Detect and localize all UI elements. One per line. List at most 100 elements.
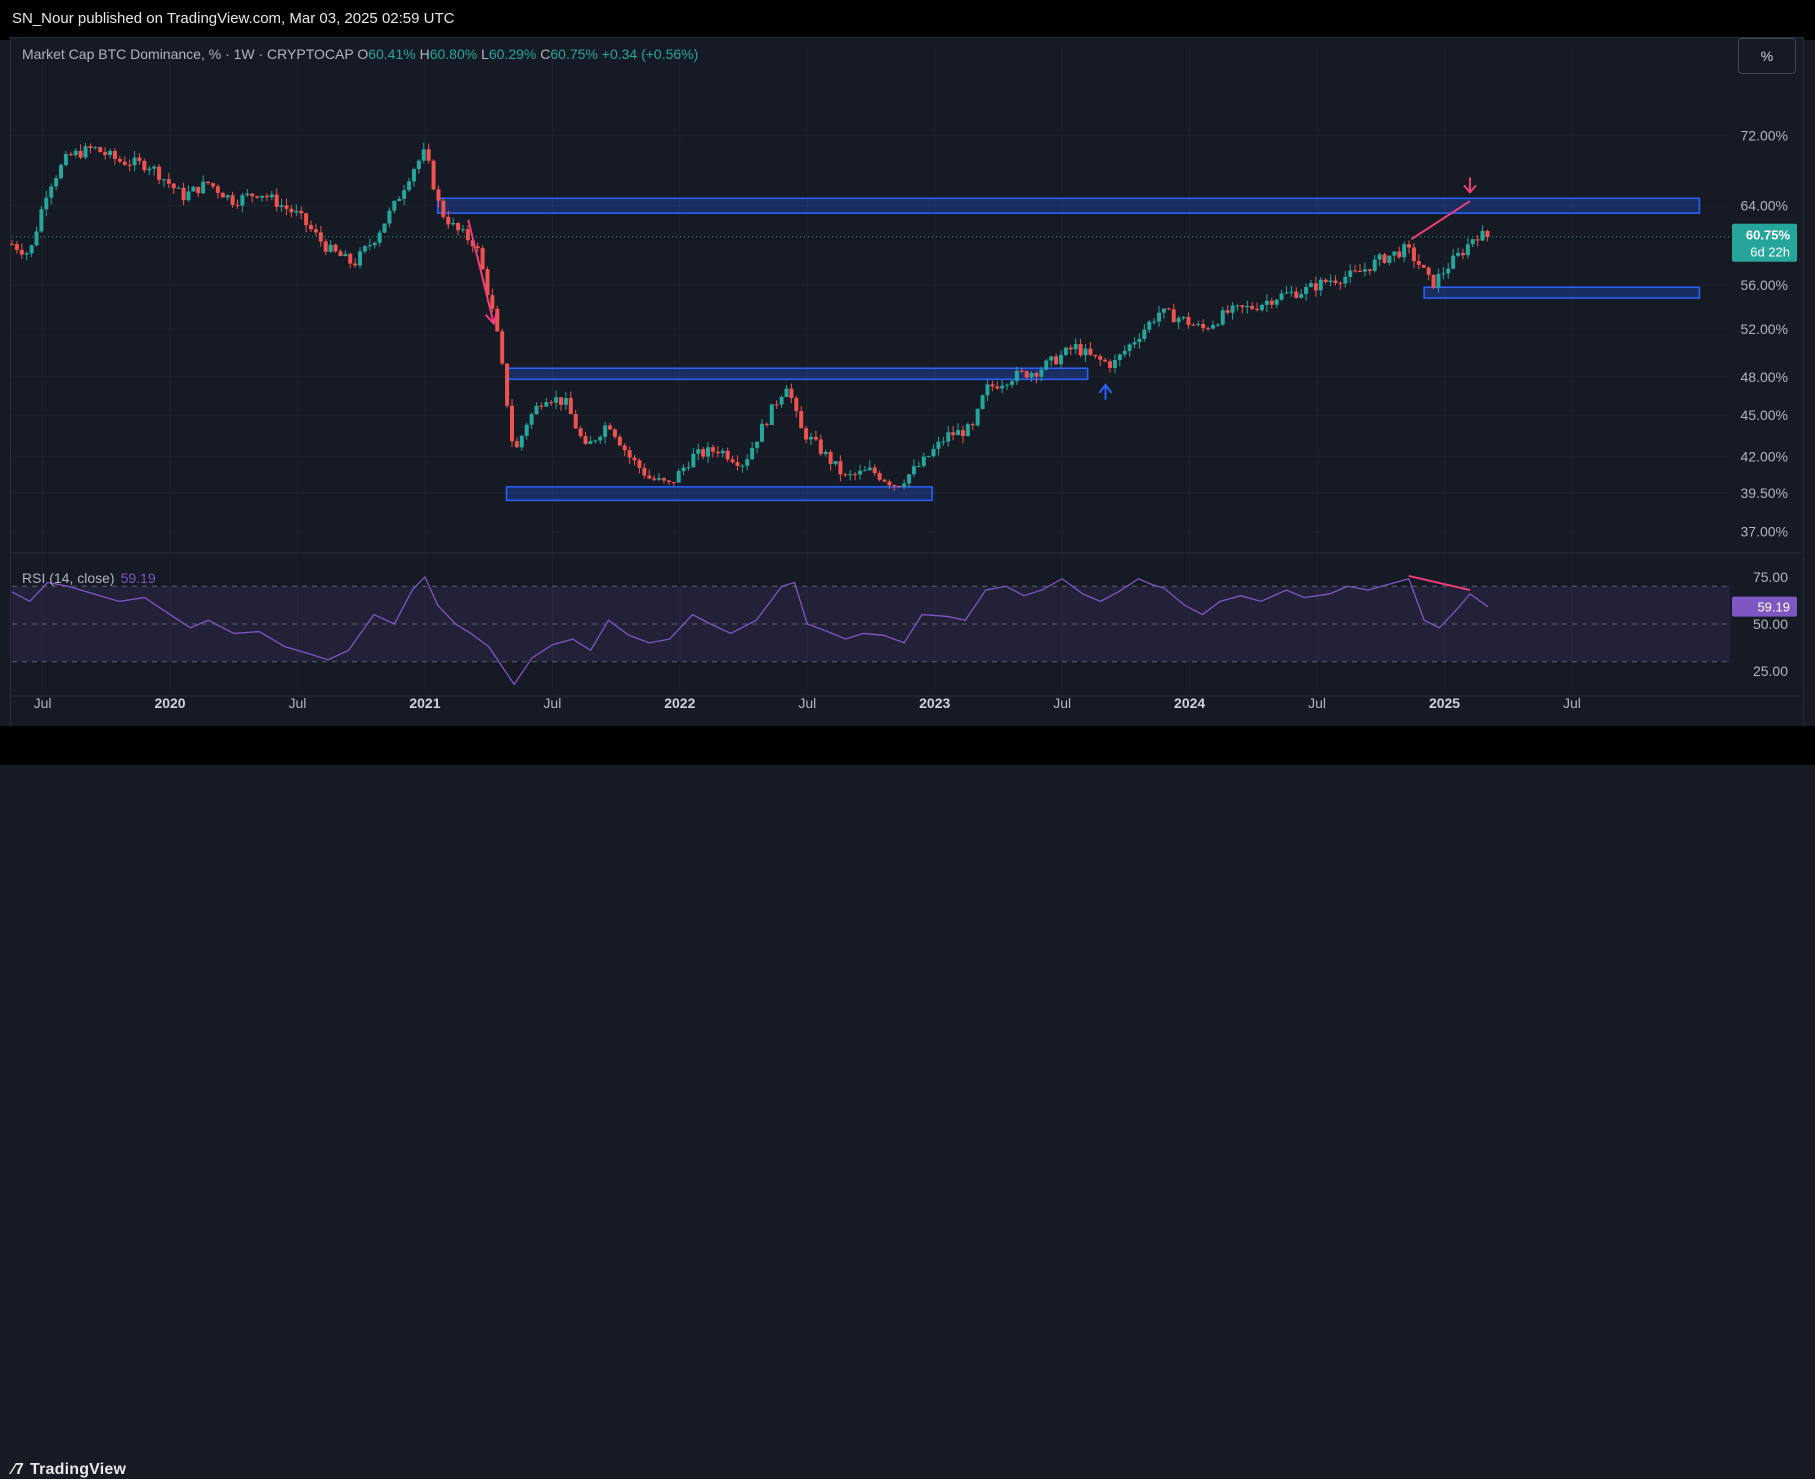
candle-body — [280, 205, 284, 207]
candle-body — [363, 246, 367, 251]
candle-body — [103, 152, 107, 155]
candle-body — [226, 195, 230, 197]
candle-body — [1196, 324, 1200, 325]
candle-body — [1206, 328, 1210, 329]
candle-body — [505, 364, 509, 406]
candle-body — [118, 159, 122, 162]
candle-body — [432, 161, 436, 190]
candle-body — [1353, 270, 1357, 271]
candle-body — [392, 201, 396, 211]
candle-body — [10, 244, 14, 245]
candle-body — [559, 397, 563, 405]
candle-body — [946, 432, 950, 441]
candle-body — [137, 158, 141, 161]
candle-body — [177, 188, 181, 189]
candle-body — [1275, 300, 1279, 305]
percent-scale-button[interactable]: % — [1738, 38, 1796, 74]
candle-body — [1481, 231, 1485, 241]
candle-body — [309, 225, 313, 229]
candle-body — [1260, 305, 1264, 310]
candle-body — [1054, 356, 1058, 364]
x-axis-label: Jul — [1563, 695, 1581, 711]
candle-body — [809, 437, 813, 440]
candle-body — [1069, 348, 1073, 350]
support-resistance-zone — [506, 487, 932, 501]
candle-body — [1309, 283, 1313, 287]
candle-body — [441, 201, 445, 217]
candle-body — [348, 254, 352, 264]
candle-body — [1314, 283, 1318, 290]
candle-body — [1226, 310, 1230, 313]
candle-body — [275, 195, 279, 207]
candle-body — [128, 165, 132, 166]
candle-body — [1422, 265, 1426, 268]
candle-body — [794, 398, 798, 411]
candle-body — [1020, 371, 1024, 372]
candle-body — [211, 183, 215, 186]
candle-body — [1235, 305, 1239, 306]
candle-body — [770, 404, 774, 425]
candle-body — [407, 181, 411, 190]
candle-body — [745, 459, 749, 466]
candle-body — [765, 424, 769, 425]
candle-body — [39, 209, 43, 231]
support-resistance-zone — [438, 198, 1700, 213]
candle-body — [383, 224, 387, 233]
candle-body — [554, 397, 558, 402]
candle-body — [804, 428, 808, 439]
candle-body — [1485, 231, 1489, 237]
rsi-axis-label: 25.00 — [1753, 663, 1788, 679]
candle-body — [1392, 251, 1396, 255]
candle-body — [1461, 253, 1465, 255]
candle-body — [334, 245, 338, 252]
candle-body — [941, 442, 945, 443]
candle-body — [574, 414, 578, 428]
rsi-value: 59.19 — [121, 570, 156, 586]
candle-body — [250, 194, 254, 196]
chart-canvas[interactable]: 72.00%64.00%56.00%52.00%48.00%45.00%42.0… — [0, 0, 1815, 765]
rsi-label[interactable]: RSI (14, close) — [22, 570, 115, 586]
candle-body — [1211, 325, 1215, 329]
candle-body — [750, 448, 754, 459]
candle-body — [1108, 361, 1112, 368]
close-value: 60.75% — [550, 46, 597, 62]
candle-body — [858, 471, 862, 475]
price-badge-countdown: 6d 22h — [1750, 245, 1790, 260]
candle-body — [1186, 317, 1190, 325]
candle-body — [206, 182, 210, 183]
x-axis-label: Jul — [1053, 695, 1071, 711]
candle-body — [1039, 370, 1043, 377]
change-value: +0.34 (+0.56%) — [602, 46, 699, 62]
candle-body — [314, 229, 318, 232]
y-axis-label: 42.00% — [1741, 448, 1788, 464]
symbol-legend[interactable]: Market Cap BTC Dominance, % · 1W · CRYPT… — [22, 46, 698, 62]
candle-body — [1373, 260, 1377, 271]
candle-body — [466, 229, 470, 240]
symbol-title[interactable]: Market Cap BTC Dominance, % · 1W · CRYPT… — [22, 46, 353, 62]
y-axis-label: 72.00% — [1741, 128, 1788, 144]
support-resistance-zone — [1424, 287, 1699, 298]
candle-body — [726, 451, 730, 460]
candle-body — [167, 179, 171, 183]
candle-body — [1265, 301, 1269, 305]
candle-body — [525, 425, 529, 436]
rsi-legend[interactable]: RSI (14, close) 59.19 — [22, 570, 156, 586]
candle-body — [1088, 349, 1092, 355]
candle-body — [951, 432, 955, 435]
candle-body — [1363, 269, 1367, 271]
candle-body — [265, 196, 269, 197]
candle-body — [686, 467, 690, 468]
candle-body — [481, 248, 485, 269]
candle-body — [588, 441, 592, 444]
candle-body — [1471, 239, 1475, 244]
candle-body — [1010, 381, 1014, 385]
candle-body — [961, 430, 965, 436]
candle-body — [789, 389, 793, 398]
candle-body — [971, 424, 975, 425]
y-axis-label: 56.00% — [1741, 277, 1788, 293]
high-value: 60.80% — [430, 46, 477, 62]
open-label: O — [357, 46, 368, 62]
candle-body — [1436, 274, 1440, 288]
